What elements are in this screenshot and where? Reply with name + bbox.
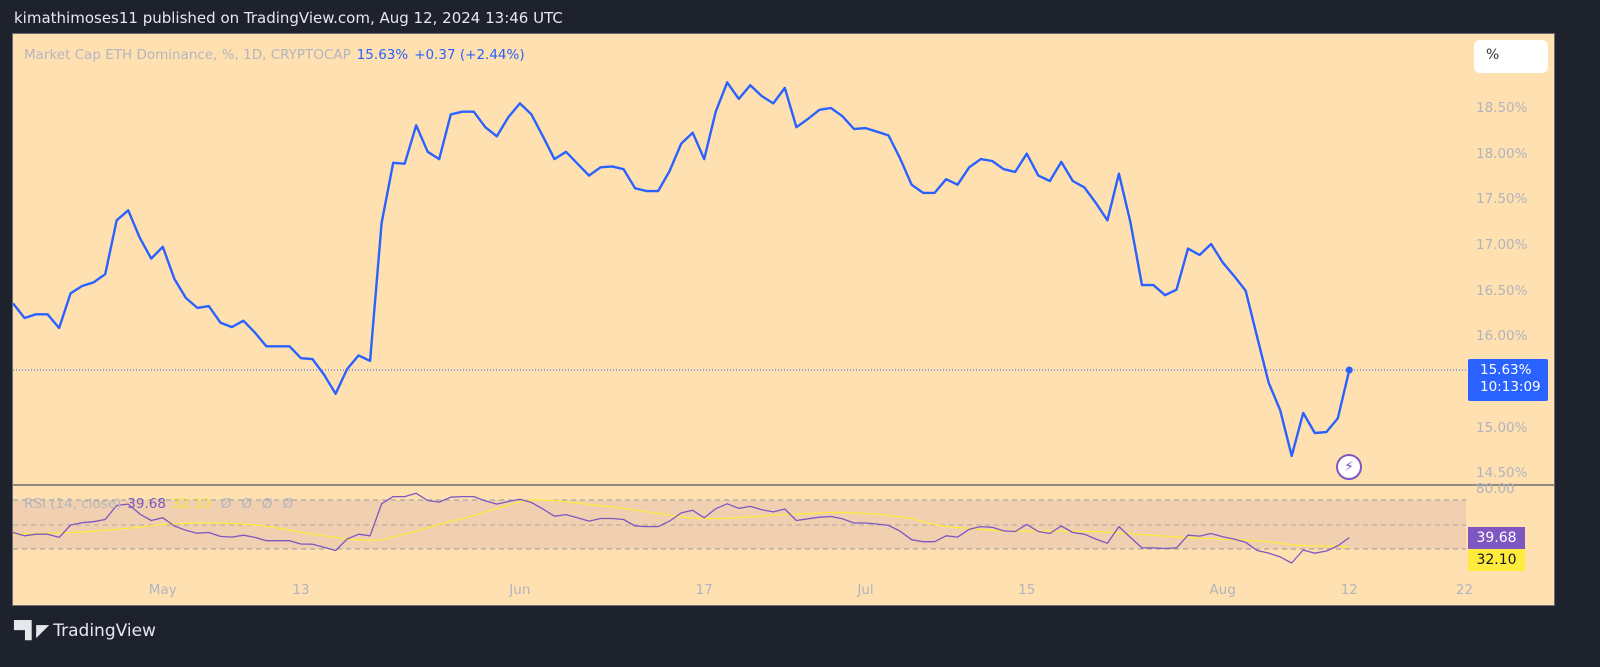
time-axis-label: Jun [509, 582, 531, 598]
rsi-legend-na-2: Ø [241, 496, 252, 512]
last-price-point [1345, 366, 1353, 374]
time-axis-label: Aug [1209, 582, 1236, 598]
price-axis-label: 15.00% [1476, 419, 1528, 436]
rsi-legend-ma: 32.10 [171, 496, 211, 512]
percent-scale-button[interactable]: % [1474, 40, 1548, 73]
rsi-ma-value-tag: 32.10 [1468, 549, 1525, 571]
publish-info: kimathimoses11 published on TradingView.… [14, 9, 563, 27]
price-axis-label: 17.00% [1476, 236, 1528, 253]
time-axis-label: May [148, 582, 177, 598]
legend-symbol: Market Cap ETH Dominance, %, 1D, CRYPTOC… [24, 47, 351, 63]
rsi-legend-name: RSI (14, close) [24, 496, 122, 512]
price-line [12, 81, 1351, 458]
last-price-value: 15.63% [1480, 362, 1532, 378]
price-axis-label: 18.50% [1476, 100, 1528, 116]
price-axis-label: 17.50% [1476, 191, 1528, 208]
legend-change: +0.37 (+2.44%) [414, 47, 525, 63]
time-axis-label: 17 [695, 582, 713, 598]
brand-name: TradingView [53, 621, 156, 641]
rsi-value-tag: 39.68 [1468, 527, 1525, 549]
rsi-legend[interactable]: RSI (14, close) 39.68 32.10 Ø Ø Ø Ø [24, 496, 293, 512]
rsi-legend-na-4: Ø [282, 496, 294, 512]
price-axis-label: 16.50% [1476, 282, 1528, 299]
rsi-line [12, 492, 1350, 564]
rsi-axis-label: 80.00 [1476, 481, 1515, 498]
tradingview-logo[interactable]: ▀▌◤ TradingView [14, 621, 156, 641]
lightning-icon[interactable]: ⚡ [1336, 454, 1362, 480]
tradingview-logo-icon: ▀▌◤ [14, 621, 49, 641]
rsi-legend-na-1: Ø [220, 496, 232, 512]
time-axis-label: 13 [292, 582, 310, 598]
time-axis-label: 22 [1455, 582, 1474, 598]
bar-countdown: 10:13:09 [1480, 379, 1541, 395]
time-axis-label: 15 [1018, 582, 1036, 598]
legend-last-value: 15.63% [356, 47, 409, 63]
time-axis-label: Jul [857, 582, 874, 598]
price-axis-label: 18.00% [1476, 145, 1528, 162]
last-price-tag: 15.63% 10:13:09 [1468, 359, 1548, 401]
price-axis-label: 14.50% [1476, 465, 1528, 482]
time-axis-label: 12 [1340, 582, 1358, 598]
price-axis-label: 16.00% [1476, 328, 1528, 345]
rsi-legend-value: 39.68 [127, 496, 166, 512]
rsi-legend-na-3: Ø [261, 496, 273, 512]
main-legend[interactable]: Market Cap ETH Dominance, %, 1D, CRYPTOC… [24, 47, 525, 63]
